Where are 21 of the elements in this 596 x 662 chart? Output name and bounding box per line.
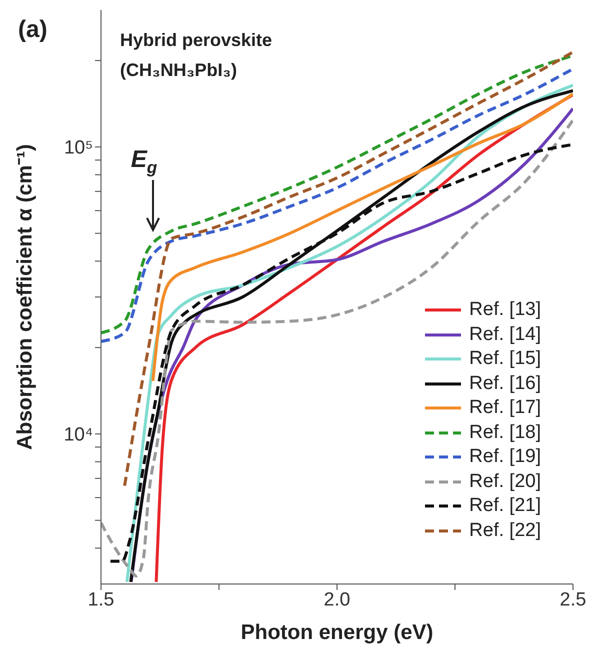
y-tick-label: 10⁴ bbox=[64, 424, 93, 446]
x-axis-title: Photon energy (eV) bbox=[240, 621, 434, 644]
text: (a) bbox=[18, 16, 48, 43]
legend-label: Ref. [16] bbox=[469, 372, 541, 396]
legend-label: Ref. [13] bbox=[469, 298, 541, 322]
annotation: (CH₃NH₃PbI₃) bbox=[120, 60, 237, 80]
x-tick-label: 2.5 bbox=[560, 589, 586, 610]
legend-label: Ref. [14] bbox=[469, 322, 541, 346]
legend-label: Ref. [22] bbox=[469, 518, 541, 542]
x-tick-label: 1.5 bbox=[88, 589, 114, 610]
legend-label: Ref. [15] bbox=[469, 347, 541, 371]
x-tick-label: 2.0 bbox=[324, 589, 350, 610]
legend-label: Ref. [20] bbox=[469, 470, 541, 494]
y-tick-label: 10⁵ bbox=[64, 138, 93, 159]
annotation: E$_{g}$ bbox=[130, 146, 158, 178]
legend-label: Ref. [21] bbox=[469, 494, 541, 518]
y-axis-title: Absorption coefficient α (cm⁻¹) bbox=[13, 144, 36, 450]
legend-label: Ref. [18] bbox=[469, 420, 541, 444]
legend-label: Ref. [19] bbox=[469, 445, 541, 469]
legend-label: Ref. [17] bbox=[469, 396, 541, 420]
annotation: Hybrid perovskite bbox=[120, 30, 272, 50]
